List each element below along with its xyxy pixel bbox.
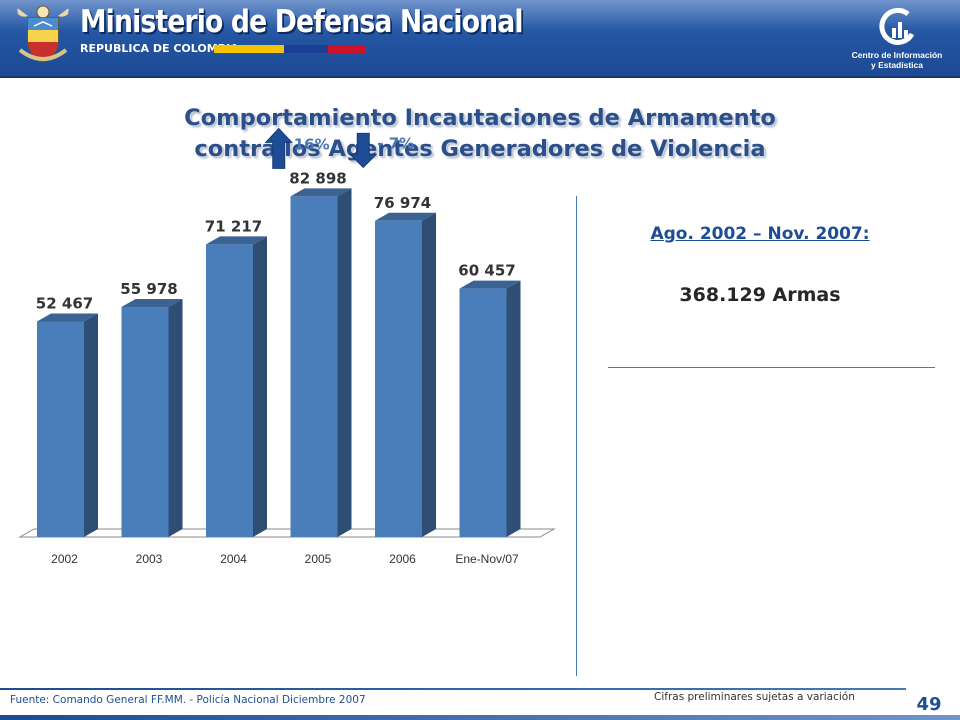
- value-label: 82 898: [289, 169, 346, 187]
- category-label: 2004: [220, 552, 247, 566]
- value-label: 76 974: [374, 194, 431, 212]
- bar-top: [121, 299, 183, 308]
- flag-blue: [284, 45, 328, 53]
- logo-line-2: y Estadística: [871, 60, 923, 70]
- category-label: 2002: [51, 552, 78, 566]
- total-weapons: 368.129 Armas: [679, 284, 841, 306]
- info-center-logo: Centro de Información y Estadística: [842, 4, 952, 70]
- horizontal-divider: [608, 367, 935, 368]
- bar-top: [459, 280, 521, 289]
- ministry-title: Ministerio de Defensa Nacional: [80, 4, 524, 40]
- flag-bar: [214, 45, 366, 53]
- page-title-line-1: Comportamiento Incautaciones de Armament…: [184, 105, 776, 131]
- bar-side: [84, 313, 98, 537]
- ministry-subtitle: REPUBLICA DE COLOMBIA: [80, 42, 239, 55]
- vertical-divider: [576, 196, 577, 676]
- category-label: 2005: [305, 552, 332, 566]
- bar-side: [253, 236, 267, 538]
- arrow-up-icon: [264, 127, 293, 169]
- footer-strip: [0, 715, 960, 720]
- value-label: 71 217: [205, 217, 262, 235]
- change-down-label: - 7%: [377, 134, 414, 152]
- bar-side: [337, 188, 352, 538]
- bar-side: [422, 212, 436, 538]
- bar-side: [168, 299, 183, 537]
- header-shine: [0, 0, 960, 30]
- footer-rule: [0, 688, 906, 690]
- change-up-label: 16%: [294, 135, 330, 153]
- arrow-down-icon: [349, 132, 378, 169]
- bar-2002: [37, 321, 84, 537]
- page-number: 49: [916, 694, 942, 715]
- preliminary-note: Cifras preliminares sujetas a variación: [654, 691, 855, 703]
- value-label: 60 457: [458, 262, 515, 280]
- header-banner: Ministerio de Defensa Nacional REPUBLICA…: [0, 0, 960, 78]
- flag-red: [328, 45, 366, 53]
- bar-chart: 52 467 2002 55 978 2003 71 217 2004 82 898 2005…: [18, 127, 556, 566]
- category-label: 2003: [136, 552, 163, 566]
- value-label: 55 978: [120, 280, 177, 298]
- value-label: 52 467: [36, 294, 93, 312]
- period-label: Ago. 2002 – Nov. 2007:: [650, 224, 870, 244]
- logo-line-1: Centro de Información: [851, 50, 943, 60]
- bar-2006: [375, 220, 422, 538]
- bar-2004: [206, 244, 253, 538]
- info-center-label: Centro de Información y Estadística: [842, 50, 952, 70]
- bar-2003: [121, 307, 169, 537]
- statistics-logo-icon: [879, 7, 915, 45]
- bar-top: [206, 236, 267, 245]
- bar-side: [506, 280, 521, 537]
- category-label: Ene-Nov/07: [455, 552, 519, 566]
- coat-of-arms-icon: [17, 5, 69, 63]
- source-note: Fuente: Comando General FF.MM. - Policía…: [10, 694, 366, 706]
- bar-Ene-Nov/07: [459, 288, 507, 537]
- bar-2005: [290, 196, 338, 538]
- category-label: 2006: [389, 552, 416, 566]
- bar-top: [290, 188, 352, 197]
- bar-top: [375, 212, 436, 221]
- bar-top: [37, 313, 98, 322]
- flag-yellow: [214, 45, 284, 53]
